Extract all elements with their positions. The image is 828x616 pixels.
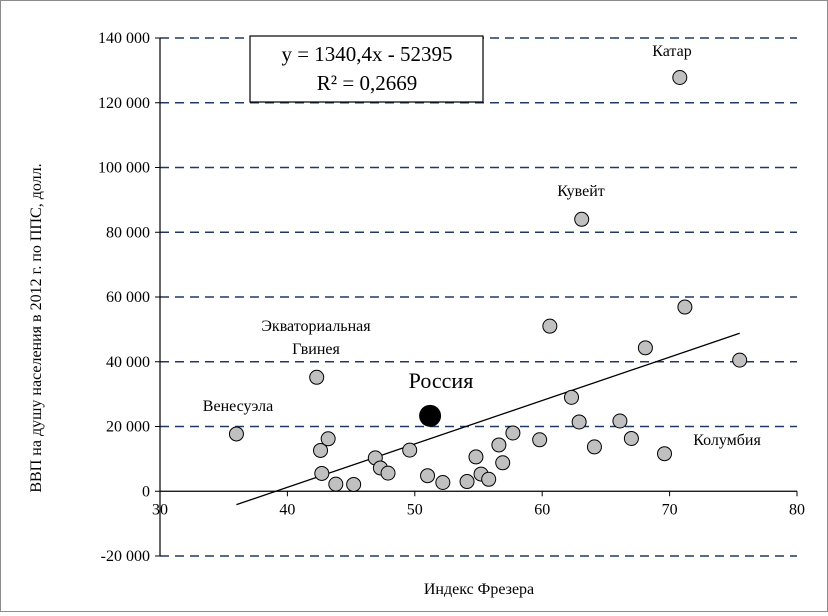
annotation-eq-guinea-line2: Гвинея	[292, 341, 340, 358]
x-tick-label: 50	[407, 501, 423, 518]
data-point	[328, 476, 344, 492]
data-point	[402, 442, 418, 458]
data-point	[435, 475, 451, 491]
data-point	[657, 446, 673, 462]
annotation-qatar: Катар	[652, 43, 691, 60]
data-point	[637, 340, 653, 356]
data-point	[320, 431, 336, 447]
data-point	[571, 414, 587, 430]
x-tick-label: 40	[279, 501, 295, 518]
y-tick-label: 60 000	[106, 289, 150, 306]
data-point	[481, 471, 497, 487]
data-point	[380, 465, 396, 481]
y-tick-label: 100 000	[98, 160, 150, 177]
y-tick-label: 140 000	[98, 30, 150, 47]
russia-point	[419, 404, 442, 427]
data-point	[532, 432, 548, 448]
data-point	[228, 426, 244, 442]
data-point	[677, 299, 693, 315]
y-axis-title: ВВП на душу населения в 2012 г. по ППС, …	[28, 163, 45, 492]
annotation-kuwait: Кувейт	[557, 183, 605, 200]
data-point	[314, 465, 330, 481]
data-point	[612, 413, 628, 429]
data-points	[228, 69, 748, 492]
data-point	[672, 69, 688, 85]
data-point	[459, 474, 475, 490]
tick-labels: -20 000 0 20 000 40 000 60 000 80 000 100 000 1…	[98, 30, 805, 565]
y-tick-label: 40 000	[106, 354, 150, 371]
y-tick-label: 120 000	[98, 95, 150, 112]
x-tick-label: 30	[152, 501, 168, 518]
data-point	[564, 389, 580, 405]
annotation-colombia: Колумбия	[693, 432, 761, 449]
data-point	[495, 455, 511, 471]
x-tick-label: 70	[662, 501, 678, 518]
data-point	[542, 318, 558, 334]
data-point	[313, 442, 329, 458]
equation-box: y = 1340,4x - 52395 R² = 0,2669	[249, 35, 484, 103]
y-tick-label: 20 000	[106, 419, 150, 436]
equation-box-frame	[249, 35, 484, 103]
x-tick-label: 60	[534, 501, 550, 518]
annotation-russia: Россия	[409, 368, 474, 393]
annotation-venezuela: Венесуэла	[203, 398, 273, 415]
data-point	[574, 211, 590, 227]
y-tick-label: -20 000	[101, 548, 150, 565]
data-point	[505, 425, 521, 441]
data-point	[346, 476, 362, 492]
x-tick-label: 80	[789, 501, 805, 518]
data-point	[586, 439, 602, 455]
gridlines	[160, 37, 797, 557]
data-point	[491, 437, 507, 453]
data-point	[623, 430, 639, 446]
y-tick-label: 0	[142, 483, 150, 500]
data-point	[420, 468, 436, 484]
equation-text: y = 1340,4x - 52395	[281, 42, 452, 66]
annotation-eq-guinea-line1: Экваториальная	[261, 318, 371, 335]
r-squared-text: R² = 0,2669	[317, 71, 417, 95]
data-point	[732, 352, 748, 368]
data-point	[468, 449, 484, 465]
y-tick-label: 80 000	[106, 224, 150, 241]
x-axis-title: Индекс Фрезера	[424, 581, 534, 598]
data-point	[309, 369, 325, 385]
